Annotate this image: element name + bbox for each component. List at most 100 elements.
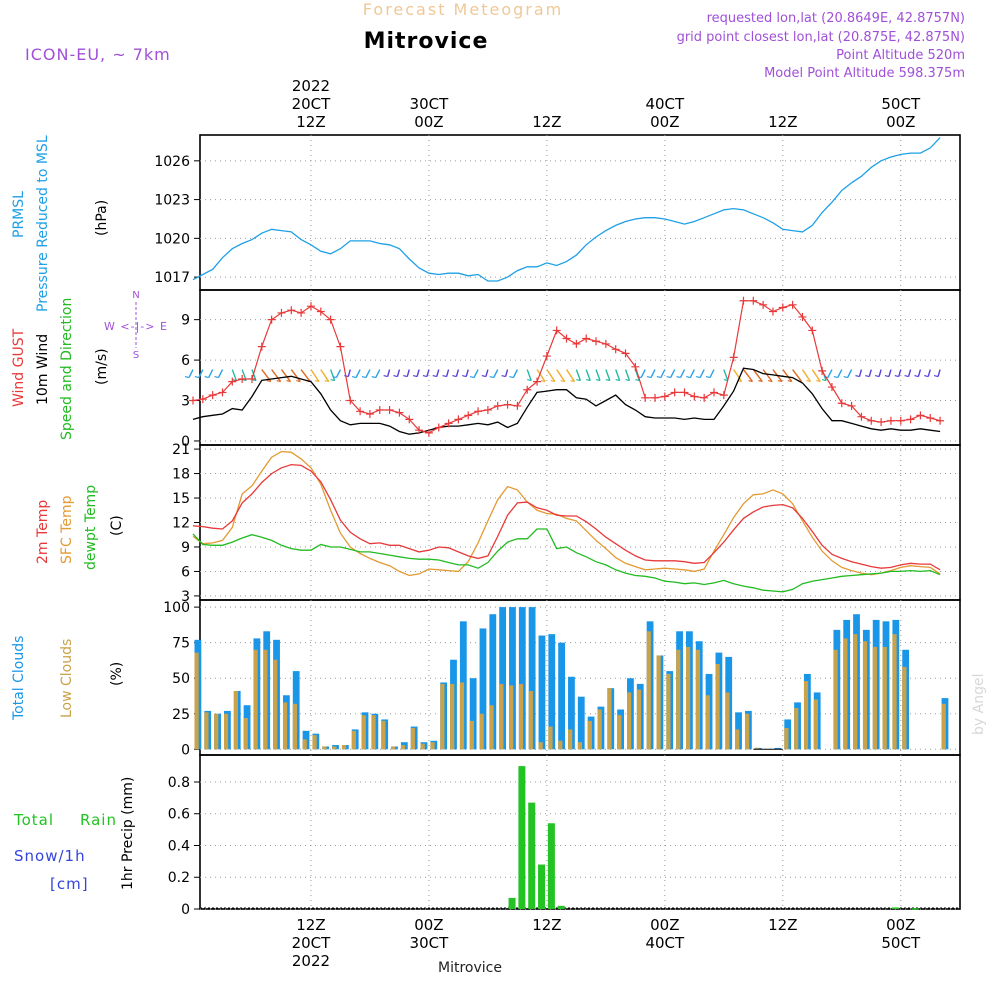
wind-direction-arrowhead — [361, 375, 367, 379]
low-cloud-bar — [656, 655, 661, 750]
wind-direction-arrowhead — [242, 378, 247, 382]
precip-panel-labels: Total Rain Snow/1h [cm] 1hr Precip (mm) — [13, 777, 136, 893]
series-line-sfc-temp — [192, 450, 941, 577]
wind-gust-marker — [572, 339, 581, 348]
wind-direction-arrow — [208, 369, 214, 378]
low-cloud-bar — [322, 746, 327, 750]
wind-gust-marker — [906, 415, 915, 424]
low-cloud-bar — [391, 746, 396, 750]
wind-direction-arrowhead — [570, 379, 575, 383]
low-cloud-bar — [577, 742, 583, 750]
low-cloud-bar — [518, 683, 524, 750]
wind-direction-arrow — [742, 369, 754, 382]
wind-direction-arrowhead — [894, 374, 899, 378]
wind-panel-labels: Wind GUST 10m Wind Speed and Direction (… — [11, 290, 167, 440]
low-cloud-bar — [204, 712, 209, 750]
wind-ytick-label: 0 — [181, 434, 190, 450]
compass-south: S — [133, 350, 139, 361]
model-label: ICON-EU, ~ 7km — [25, 45, 171, 64]
wind-direction-arrow — [624, 369, 631, 381]
wind-gust-marker — [493, 401, 502, 410]
low-cloud-bar — [489, 705, 494, 750]
total-cloud-bar — [774, 747, 782, 750]
wind-direction-arrowhead — [586, 378, 591, 382]
bottom-time-label: 00Z — [886, 916, 915, 934]
cloud-ytick-label: 25 — [172, 707, 190, 723]
cloud-ytick-label: 50 — [172, 671, 190, 687]
precip-ytick-label: 0.4 — [168, 838, 190, 854]
wind-direction-arrowhead — [332, 375, 337, 379]
wind-gust-marker — [886, 416, 895, 425]
low-cloud-bar — [400, 745, 406, 750]
temp-ytick-label: 3 — [181, 589, 190, 605]
low-cloud-bar — [233, 691, 239, 750]
wind-direction-arrow — [575, 369, 582, 381]
wind-direction-arrow — [375, 369, 381, 378]
wind-direction-arrowhead — [635, 378, 640, 382]
low-cloud-bar — [794, 708, 799, 750]
wind-direction-arrow — [733, 369, 743, 382]
wind-gust-marker — [198, 395, 207, 404]
series-line-10m-wind — [192, 367, 941, 435]
model-point-altitude: Model Point Altitude 598.375m — [764, 66, 965, 81]
compass-north: N — [132, 290, 139, 301]
wind-gust-marker — [936, 416, 945, 425]
wind-direction-arrow — [595, 369, 601, 381]
wind-direction-arrowhead — [204, 375, 209, 379]
wind-gust-marker — [768, 307, 777, 316]
wind-direction-arrow — [271, 369, 282, 382]
low-cloud-bar — [784, 727, 789, 750]
wind-direction-arrowhead — [777, 379, 783, 383]
wind-direction-arrowhead — [324, 379, 329, 383]
low-cloud-bar — [636, 689, 642, 750]
wind-direction-arrow — [347, 369, 351, 377]
series-line-wind-gust — [192, 300, 941, 434]
top-time-label: 50CT — [881, 95, 921, 113]
low-cloud-bar — [715, 663, 720, 750]
wind-direction-arrow — [689, 369, 695, 378]
super-title: Forecast Meteogram — [363, 0, 563, 19]
wind-direction-arrowhead — [560, 379, 565, 383]
cloud-ytick-label: 75 — [172, 636, 190, 652]
wind-direction-arrowhead — [383, 374, 388, 378]
wind-gust-marker — [739, 296, 748, 305]
wind-gust-marker — [434, 423, 443, 432]
wind-gust-marker — [896, 416, 905, 425]
wind-direction-arrow — [878, 369, 882, 377]
wind-gust-marker — [877, 418, 886, 427]
bottom-time-label: 20CT — [292, 934, 332, 952]
low-cloud-bar — [607, 688, 612, 750]
low-cloud-bar — [469, 720, 474, 750]
low-cloud-bar — [499, 683, 504, 750]
wind-direction-arrow — [927, 369, 931, 377]
wind-gust-marker — [719, 391, 728, 400]
wind-gust-marker — [857, 412, 866, 421]
wind-direction-arrowhead — [865, 374, 870, 378]
pressure-frame — [199, 134, 961, 291]
wind-gust-marker — [670, 388, 679, 397]
temp-ytick-label: 18 — [172, 467, 190, 483]
wind-gust-marker — [808, 326, 817, 335]
wind-gust-marker — [483, 405, 492, 414]
wind-direction-arrow — [846, 369, 853, 378]
wind-direction-arrow — [868, 369, 872, 377]
low-cloud-bar — [548, 726, 553, 750]
wind-direction-arrowhead — [452, 374, 457, 378]
wind-direction-arrowhead — [615, 378, 620, 382]
pressure-ytick-label: 1023 — [154, 193, 190, 209]
wind-gust-marker — [651, 393, 660, 402]
wind-direction-arrowhead — [705, 375, 711, 379]
wind-direction-arrow — [416, 369, 420, 377]
wind-direction-arrow — [526, 369, 532, 381]
wind-direction-arrow — [898, 369, 902, 377]
wind-direction-arrow — [280, 369, 292, 382]
low-cloud-bar — [892, 634, 897, 750]
low-cloud-bar — [214, 713, 219, 750]
wind-direction-arrow — [300, 369, 311, 382]
wind-direction-arrowhead — [696, 375, 701, 379]
wind-direction-arrow — [660, 369, 666, 378]
wind-gust-marker — [247, 374, 256, 383]
wind-label-speed-dir: Speed and Direction — [59, 298, 75, 440]
wind-direction-arrowhead — [676, 375, 681, 379]
